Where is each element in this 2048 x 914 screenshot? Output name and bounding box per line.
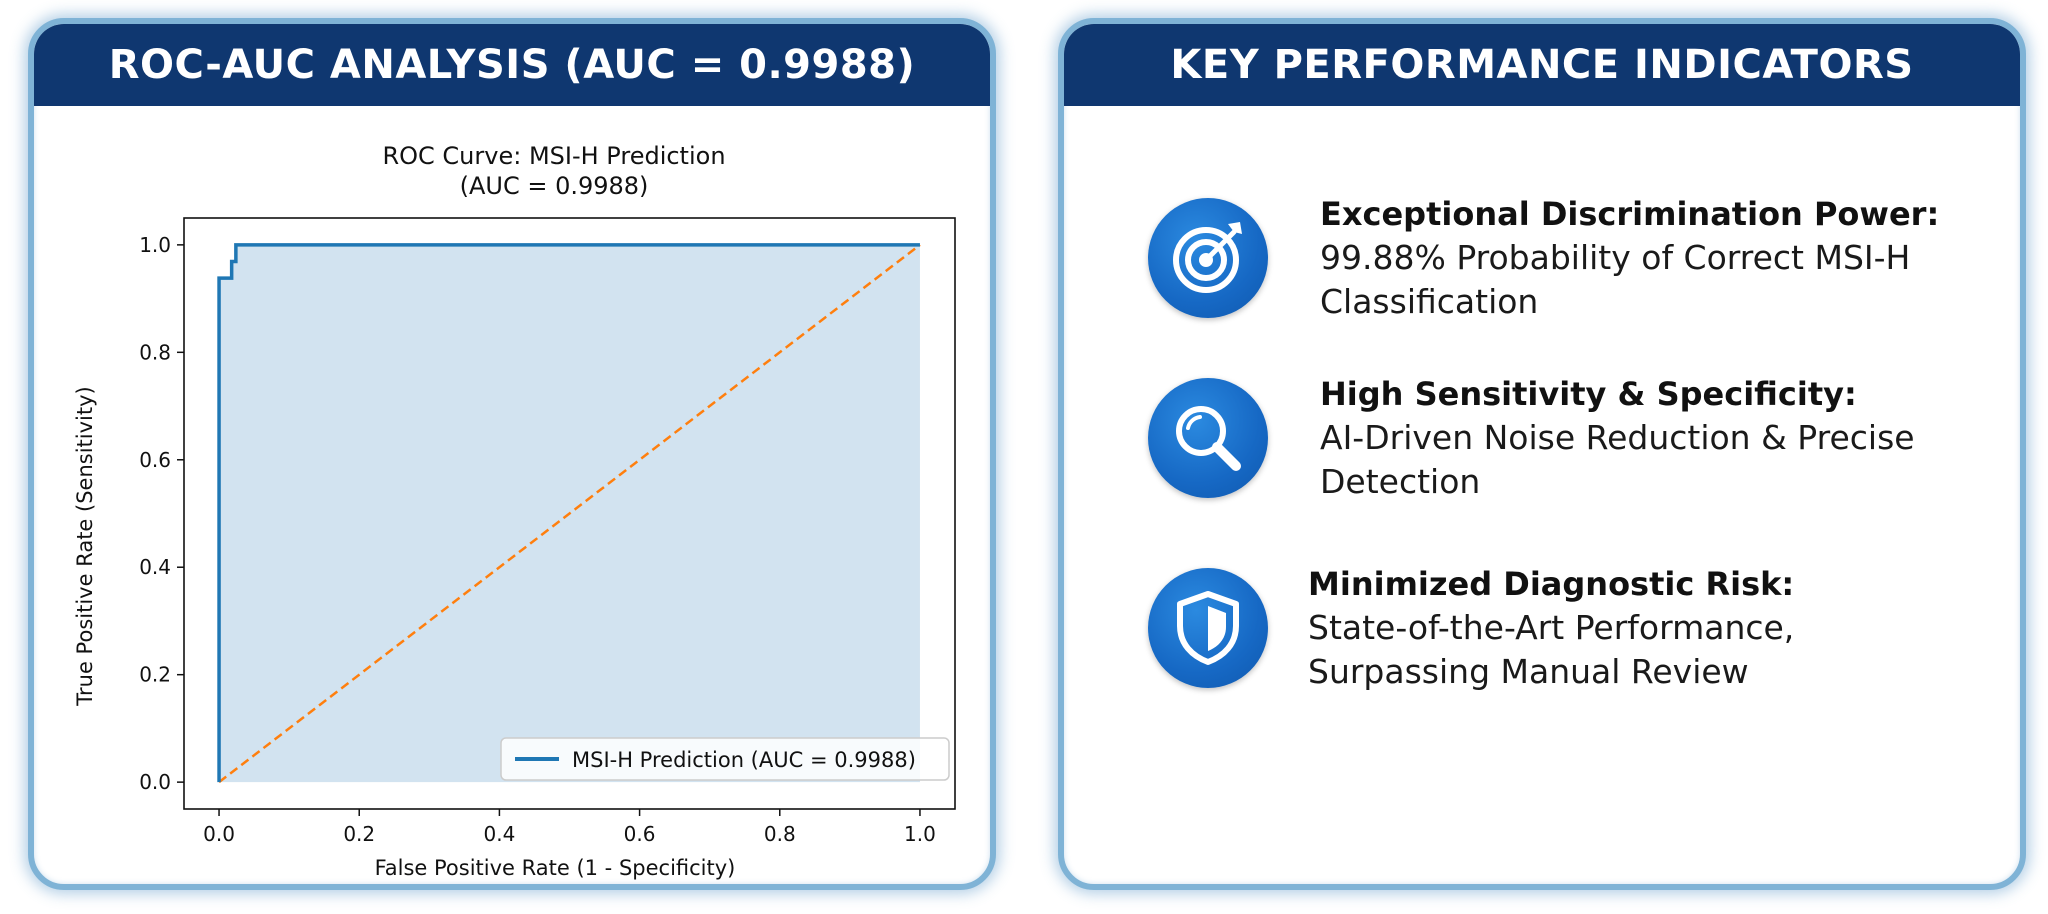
kpi-title: High Sensitivity & Specificity: — [1320, 375, 1857, 413]
kpi-description: State-of-the-Art Performance, — [1308, 608, 1795, 647]
kpi-title: Exceptional Discrimination Power: — [1320, 195, 1940, 233]
kpi-description: Classification — [1320, 282, 1539, 321]
y-tick-label: 0.0 — [139, 770, 171, 794]
y-axis-label: True Positive Rate (Sensitivity) — [73, 386, 97, 706]
legend-label: MSI-H Prediction (AUC = 0.9988) — [572, 748, 916, 772]
kpi-panel: KEY PERFORMANCE INDICATORS Exceptional D… — [1058, 18, 2026, 890]
legend-box — [500, 737, 950, 781]
y-tick-label: 1.0 — [139, 233, 171, 257]
roc-chart: ROC Curve: MSI-H Prediction (AUC = 0.998… — [73, 142, 956, 880]
roc-panel-header: ROC-AUC ANALYSIS (AUC = 0.9988) — [34, 24, 990, 106]
x-tick-label: 0.4 — [484, 822, 516, 846]
kpi-description: Surpassing Manual Review — [1308, 652, 1749, 691]
kpi-description: AI-Driven Noise Reduction & Precise — [1320, 418, 1915, 457]
chart-subtitle: (AUC = 0.9988) — [460, 172, 649, 200]
roc-panel: ROC-AUC ANALYSIS (AUC = 0.9988) ROC Curv… — [28, 18, 996, 890]
kpi-sensitivity: High Sensitivity & Specificity: AI-Drive… — [1148, 372, 1915, 504]
x-tick-label: 0.8 — [764, 822, 796, 846]
plot-area: 0.0 0.2 0.4 0.6 0.8 1.0 0.0 0.2 0.4 0.6 0.8 1.0 — [139, 217, 956, 846]
legend: MSI-H Prediction (AUC = 0.9988) — [500, 737, 950, 781]
y-tick-label: 0.2 — [139, 663, 171, 687]
shield-icon — [1148, 568, 1268, 688]
x-tick-label: 0.2 — [343, 822, 375, 846]
y-tick-label: 0.8 — [139, 340, 171, 364]
y-tick-label: 0.4 — [139, 555, 171, 579]
chart-title: ROC Curve: MSI-H Prediction — [382, 142, 725, 170]
kpi-description: 99.88% Probability of Correct MSI-H — [1320, 238, 1911, 277]
kpi-panel-header: KEY PERFORMANCE INDICATORS — [1064, 24, 2020, 106]
kpi-description: Detection — [1320, 462, 1481, 501]
kpi-title: Minimized Diagnostic Risk: — [1308, 565, 1795, 603]
roc-curve-line — [217, 243, 920, 783]
x-tick-label: 0.6 — [624, 822, 656, 846]
kpi-discrimination: Exceptional Discrimination Power: 99.88%… — [1148, 192, 1939, 324]
x-axis-label: False Positive Rate (1 - Specificity) — [375, 856, 736, 880]
magnifier-icon — [1148, 378, 1268, 498]
x-tick-label: 0.0 — [203, 822, 235, 846]
x-tick-label: 1.0 — [904, 822, 936, 846]
plot-frame — [183, 217, 956, 810]
kpi-risk: Minimized Diagnostic Risk: State-of-the-… — [1148, 562, 1794, 694]
y-tick-label: 0.6 — [139, 448, 171, 472]
random-classifier-line — [218, 243, 921, 784]
target-icon — [1148, 198, 1268, 318]
